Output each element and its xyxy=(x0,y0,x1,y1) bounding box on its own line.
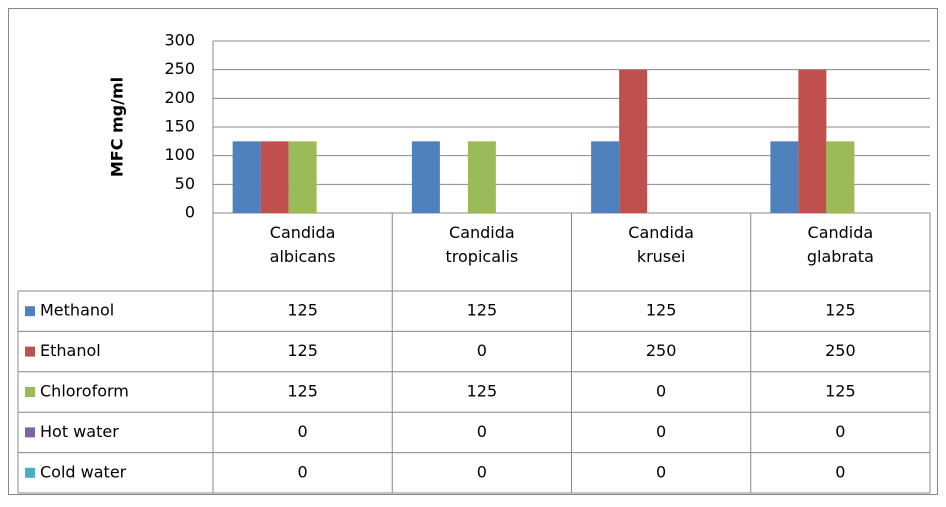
y-tick-label: 0 xyxy=(185,203,195,222)
table-value: 0 xyxy=(835,422,845,441)
table-value: 0 xyxy=(656,382,666,401)
table-value: 0 xyxy=(656,422,666,441)
table-value: 125 xyxy=(467,301,498,320)
category-cell: Candida albicans xyxy=(269,223,336,266)
y-tick-label: 200 xyxy=(164,88,195,107)
table-value: 125 xyxy=(467,382,498,401)
category-cell: Candida glabrata xyxy=(806,223,874,266)
legend-label: Ethanol xyxy=(40,341,101,360)
y-axis-label: MFC mg/ml xyxy=(108,77,127,177)
y-tick-label: 100 xyxy=(164,145,195,164)
legend-swatch xyxy=(25,427,35,438)
legend-swatch xyxy=(25,306,35,317)
x-tick-label: Candida glabrata xyxy=(806,223,874,266)
x-tick-label: Candida krusei xyxy=(628,223,694,266)
table-value: 250 xyxy=(825,341,856,360)
category-cell: Candida tropicalis xyxy=(445,223,519,266)
y-tick-label: 300 xyxy=(164,31,195,50)
x-tick-label: Candida albicans xyxy=(269,223,336,266)
legend-label: Hot water xyxy=(40,422,119,441)
bar xyxy=(619,69,648,214)
legend-swatch xyxy=(25,467,35,478)
legend-swatch xyxy=(25,387,35,397)
bar xyxy=(411,141,440,213)
legend-label: Chloroform xyxy=(40,382,129,401)
bar xyxy=(798,69,827,214)
y-tick-label: 250 xyxy=(164,59,195,78)
legend-swatch xyxy=(25,346,35,357)
bar xyxy=(288,141,317,213)
bar xyxy=(467,141,496,213)
table-value: 250 xyxy=(646,341,677,360)
category-cell: Candida krusei xyxy=(628,223,694,266)
table-value: 0 xyxy=(835,462,845,481)
bar xyxy=(591,141,620,213)
table-value: 125 xyxy=(825,301,856,320)
table-value: 125 xyxy=(287,301,318,320)
chart-border xyxy=(8,8,938,495)
y-tick-label: 50 xyxy=(175,174,195,193)
table-value: 0 xyxy=(298,462,308,481)
table-value: 0 xyxy=(477,422,487,441)
bar xyxy=(826,141,855,213)
bar xyxy=(232,141,261,213)
table-value: 0 xyxy=(298,422,308,441)
table-value: 125 xyxy=(287,382,318,401)
bar xyxy=(260,141,289,213)
table-value: 0 xyxy=(656,462,666,481)
table-value: 125 xyxy=(287,341,318,360)
table-value: 125 xyxy=(646,301,677,320)
legend-label: Cold water xyxy=(40,462,127,481)
table-value: 0 xyxy=(477,462,487,481)
table-value: 125 xyxy=(825,382,856,401)
table-value: 0 xyxy=(477,341,487,360)
bar xyxy=(770,141,799,213)
y-tick-label: 150 xyxy=(164,117,195,136)
legend-label: Methanol xyxy=(40,301,114,320)
x-tick-label: Candida tropicalis xyxy=(445,223,519,266)
